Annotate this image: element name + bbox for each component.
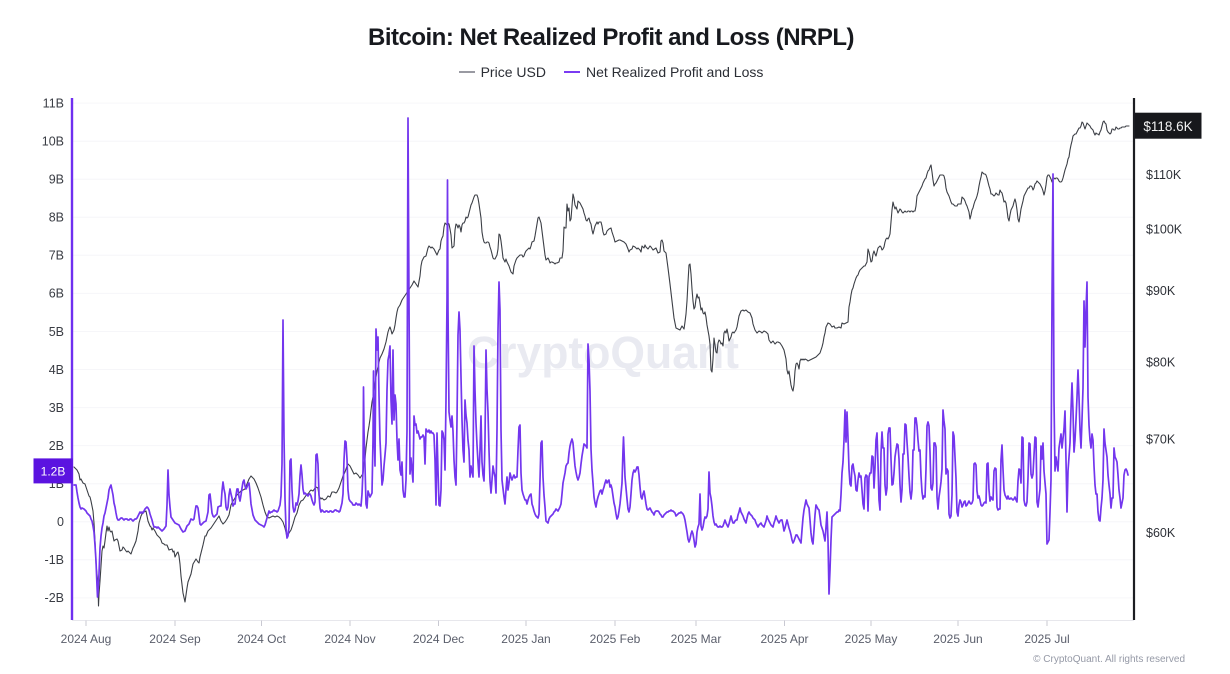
svg-text:$110K: $110K xyxy=(1146,168,1182,182)
svg-text:2024 Dec: 2024 Dec xyxy=(413,632,464,646)
svg-text:11B: 11B xyxy=(43,96,64,110)
svg-text:2025 Jul: 2025 Jul xyxy=(1024,632,1069,646)
svg-text:6B: 6B xyxy=(49,287,64,301)
svg-text:2025 Feb: 2025 Feb xyxy=(590,632,641,646)
svg-text:4B: 4B xyxy=(49,363,64,377)
svg-text:3B: 3B xyxy=(49,401,64,415)
svg-text:10B: 10B xyxy=(42,135,64,149)
svg-text:1.2B: 1.2B xyxy=(41,465,66,479)
svg-text:2025 Jun: 2025 Jun xyxy=(933,632,982,646)
svg-text:2025 Jan: 2025 Jan xyxy=(501,632,550,646)
svg-text:8B: 8B xyxy=(49,211,64,225)
svg-text:2B: 2B xyxy=(49,439,64,453)
svg-text:$90K: $90K xyxy=(1146,284,1176,298)
svg-text:-2B: -2B xyxy=(45,591,64,605)
svg-text:9B: 9B xyxy=(49,173,64,187)
svg-text:2025 Apr: 2025 Apr xyxy=(760,632,808,646)
svg-text:2024 Aug: 2024 Aug xyxy=(61,632,112,646)
svg-text:$60K: $60K xyxy=(1146,526,1176,540)
svg-text:7B: 7B xyxy=(49,249,64,263)
svg-text:© CryptoQuant. All rights rese: © CryptoQuant. All rights reserved xyxy=(1033,654,1185,665)
svg-text:2025 May: 2025 May xyxy=(845,632,898,646)
svg-text:$70K: $70K xyxy=(1146,432,1176,446)
svg-text:$118.6K: $118.6K xyxy=(1143,119,1192,134)
svg-text:$100K: $100K xyxy=(1146,222,1183,236)
svg-text:2024 Oct: 2024 Oct xyxy=(237,632,286,646)
svg-text:CryptoQuant: CryptoQuant xyxy=(467,327,739,378)
svg-text:2024 Nov: 2024 Nov xyxy=(324,632,375,646)
svg-text:0: 0 xyxy=(57,515,64,529)
svg-text:2024 Sep: 2024 Sep xyxy=(149,632,201,646)
svg-text:$80K: $80K xyxy=(1146,355,1176,369)
svg-text:2025 Mar: 2025 Mar xyxy=(671,632,722,646)
svg-text:5B: 5B xyxy=(49,325,64,339)
svg-text:-1B: -1B xyxy=(45,553,64,567)
